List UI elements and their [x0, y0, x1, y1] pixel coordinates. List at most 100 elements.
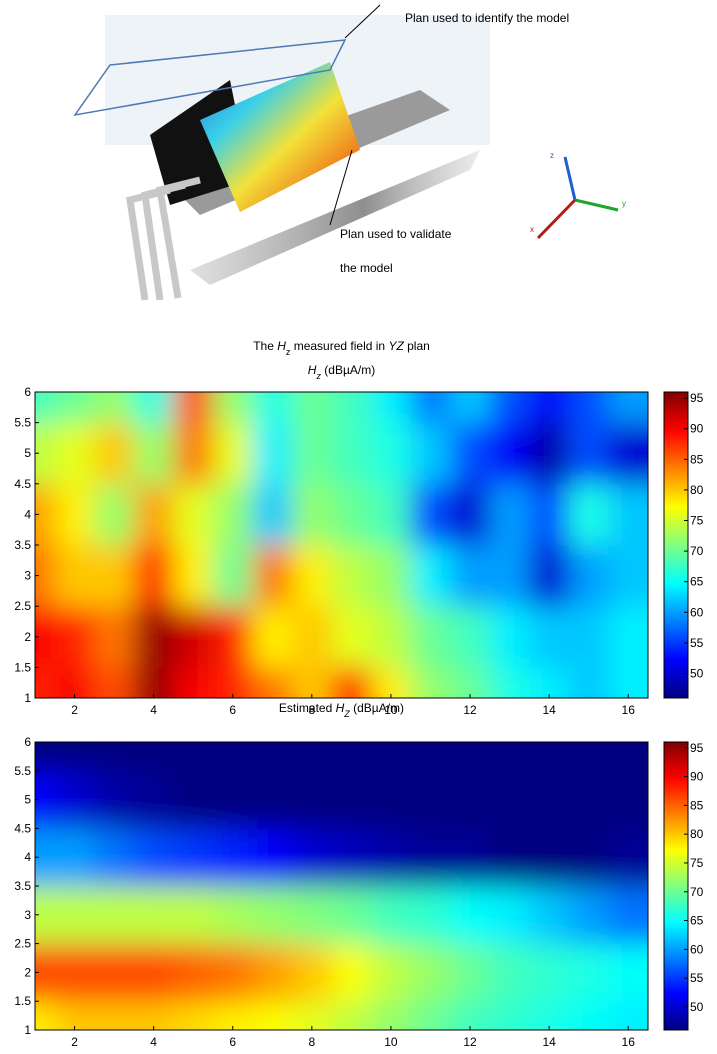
title-part: H	[336, 701, 345, 715]
y-tick-label: 6	[24, 385, 31, 399]
cell	[450, 1001, 491, 1030]
cell	[292, 606, 333, 668]
colorbar-tick-label: 55	[690, 636, 704, 650]
x-tick-label: 10	[384, 703, 398, 717]
cell	[331, 392, 372, 424]
chart: Estimated HZ (dBµA/m) 2 4 6 8 10 12 14 16 1 1.5 2 2.…	[14, 701, 704, 1049]
cell	[450, 422, 491, 485]
cell	[35, 545, 56, 607]
cell	[410, 667, 451, 698]
cell	[489, 392, 530, 424]
colorbar-tick-label: 65	[690, 575, 704, 589]
cell	[252, 606, 293, 668]
cell	[489, 545, 530, 607]
chart-title: Hz (dBµA/m)	[308, 363, 375, 381]
cell	[331, 742, 372, 772]
colorbar-tick-label: 70	[690, 885, 704, 899]
y-tick-label: 1	[24, 691, 31, 705]
cell	[133, 828, 174, 887]
cell	[212, 770, 254, 829]
cell	[568, 742, 609, 772]
cell	[133, 742, 174, 772]
cell	[568, 422, 609, 485]
field	[35, 742, 648, 1030]
cell	[410, 392, 451, 424]
title-part: (dBµA/m)	[350, 701, 404, 715]
colorbar-tick-label: 95	[690, 391, 704, 405]
cell	[54, 886, 95, 945]
cell	[292, 483, 333, 546]
cell	[529, 667, 570, 698]
cell	[173, 770, 214, 829]
cell	[331, 483, 372, 546]
x-tick-label: 12	[463, 1035, 477, 1049]
y-tick-label: 3.5	[14, 879, 31, 893]
cell	[371, 828, 412, 887]
cell	[371, 742, 412, 772]
cell	[54, 770, 95, 829]
cell	[292, 770, 333, 829]
title-part: z	[315, 371, 321, 381]
y-tick-label: 3.5	[14, 538, 31, 552]
colorbar-tick-label: 70	[690, 544, 704, 558]
colorbar-tick-label: 85	[690, 798, 704, 812]
cell	[35, 606, 56, 668]
colorbar-tick-label: 50	[690, 1000, 704, 1014]
cell	[133, 606, 174, 668]
cell	[54, 422, 95, 485]
y-tick-label: 1.5	[14, 660, 31, 674]
cell	[94, 943, 135, 1002]
cell	[450, 392, 491, 424]
cell	[529, 422, 570, 485]
cell	[94, 422, 135, 485]
cell	[212, 1001, 254, 1030]
cell	[450, 770, 491, 829]
cell	[212, 422, 254, 485]
x-tick-label: 4	[150, 1035, 157, 1049]
colorbar-tick-label: 90	[690, 770, 704, 784]
cell	[133, 667, 174, 698]
cell	[410, 545, 451, 607]
y-tick-label: 3	[24, 569, 31, 583]
cell	[94, 1001, 135, 1030]
colorbar-tick-label: 60	[690, 942, 704, 956]
cell	[331, 422, 372, 485]
cell	[94, 742, 135, 772]
colorbar-tick-label: 80	[690, 483, 704, 497]
cell	[54, 742, 95, 772]
y-tick-label: 5.5	[14, 416, 31, 430]
cell	[94, 828, 135, 887]
cell	[608, 606, 648, 668]
cell	[371, 667, 412, 698]
cell	[94, 606, 135, 668]
title-part: (dBµA/m)	[321, 363, 375, 377]
cell	[212, 606, 254, 668]
cell	[410, 828, 451, 887]
cell	[292, 943, 333, 1002]
cell	[252, 483, 293, 546]
cell	[371, 886, 412, 945]
colorbar-tick-label: 50	[690, 667, 704, 681]
cell	[371, 770, 412, 829]
cell	[94, 886, 135, 945]
cell	[252, 742, 293, 772]
axis-label: x	[530, 225, 534, 234]
cell	[568, 886, 609, 945]
x-tick-label: 16	[622, 703, 636, 717]
cell	[529, 742, 570, 772]
cell	[252, 828, 293, 887]
cell	[133, 422, 174, 485]
arrow	[344, 4, 381, 39]
cell	[608, 886, 648, 945]
cell	[252, 1001, 293, 1030]
cell	[54, 667, 95, 698]
cell	[173, 742, 214, 772]
cell	[54, 606, 95, 668]
cell	[489, 483, 530, 546]
cell	[35, 943, 56, 1002]
cell	[608, 483, 648, 546]
cell	[489, 1001, 530, 1030]
cell	[568, 606, 609, 668]
cell	[212, 545, 254, 607]
